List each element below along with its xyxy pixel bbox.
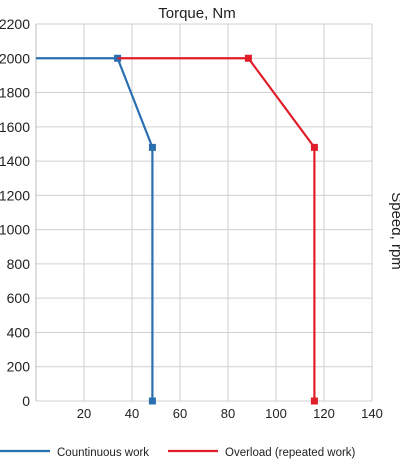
data-point bbox=[310, 143, 318, 151]
data-point bbox=[244, 54, 252, 62]
y-tick-label: 1200 bbox=[0, 187, 30, 203]
series-line bbox=[36, 57, 154, 401]
axes: 0 200 400 600 800 1000 1200 1400 1600 1800 2000 220… bbox=[0, 16, 383, 421]
y-tick-label: 400 bbox=[7, 324, 31, 340]
y-tick-label: 2200 bbox=[0, 16, 30, 32]
x-tick-label: 120 bbox=[313, 406, 335, 421]
series-line bbox=[117, 57, 316, 401]
y-tick-label: 200 bbox=[7, 359, 31, 375]
y-tick-label: 1400 bbox=[0, 153, 30, 169]
x-tick-label: 100 bbox=[265, 406, 287, 421]
legend-item-1: Countinuous work bbox=[0, 447, 149, 459]
y-tick-label: 1000 bbox=[0, 222, 30, 238]
y-tick-label: 600 bbox=[7, 290, 31, 306]
x-tick-label: 60 bbox=[173, 406, 187, 421]
x-tick-label: 20 bbox=[77, 406, 91, 421]
x-tick-label: 140 bbox=[361, 406, 383, 421]
legend-label: Overload (repeated work) bbox=[225, 447, 356, 459]
y-axis-label: Speed, rpm bbox=[388, 192, 400, 270]
data-point bbox=[310, 397, 318, 405]
y-tick-label: 1800 bbox=[0, 85, 30, 101]
y-tick-label: 2000 bbox=[0, 50, 30, 66]
series-layer bbox=[36, 54, 318, 405]
y-tick-label: 1600 bbox=[0, 119, 30, 135]
legend-label: Countinuous work bbox=[57, 447, 149, 459]
y-tick-label: 800 bbox=[7, 256, 31, 272]
data-point bbox=[148, 143, 156, 151]
chart-title: Torque, Nm bbox=[158, 5, 236, 22]
x-tick-label: 80 bbox=[221, 406, 235, 421]
series-2 bbox=[117, 54, 318, 405]
grid bbox=[36, 23, 373, 402]
legend-item-2: Overload (repeated work) bbox=[168, 447, 356, 459]
y-tick-label: 0 bbox=[22, 393, 30, 409]
legend: Countinuous work Overload (repeated work) bbox=[0, 447, 356, 459]
x-tick-label: 40 bbox=[125, 406, 139, 421]
data-point bbox=[148, 397, 156, 405]
